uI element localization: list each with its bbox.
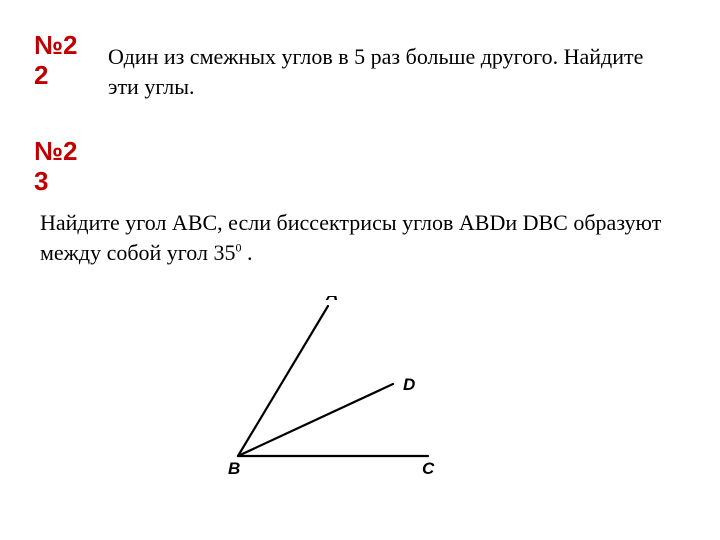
problem-23-text-part2: .: [241, 240, 252, 265]
svg-text:В: В: [228, 459, 240, 478]
problem-23-number-line1: №2: [34, 136, 77, 167]
angle-figure: В А D С: [198, 296, 458, 496]
problem-23-text-part1: Найдите угол АВС, если биссектрисы углов…: [40, 210, 661, 265]
problem-22-number-line1: №2: [34, 30, 77, 61]
svg-text:D: D: [403, 375, 415, 394]
problem-23-text: Найдите угол АВС, если биссектрисы углов…: [40, 208, 680, 267]
problem-23-number-line2: 3: [34, 166, 48, 197]
problem-22-text: Один из смежных углов в 5 раз больше дру…: [108, 42, 668, 101]
problem-22-number-line2: 2: [34, 60, 48, 91]
svg-text:С: С: [422, 459, 435, 478]
svg-text:А: А: [325, 296, 338, 304]
